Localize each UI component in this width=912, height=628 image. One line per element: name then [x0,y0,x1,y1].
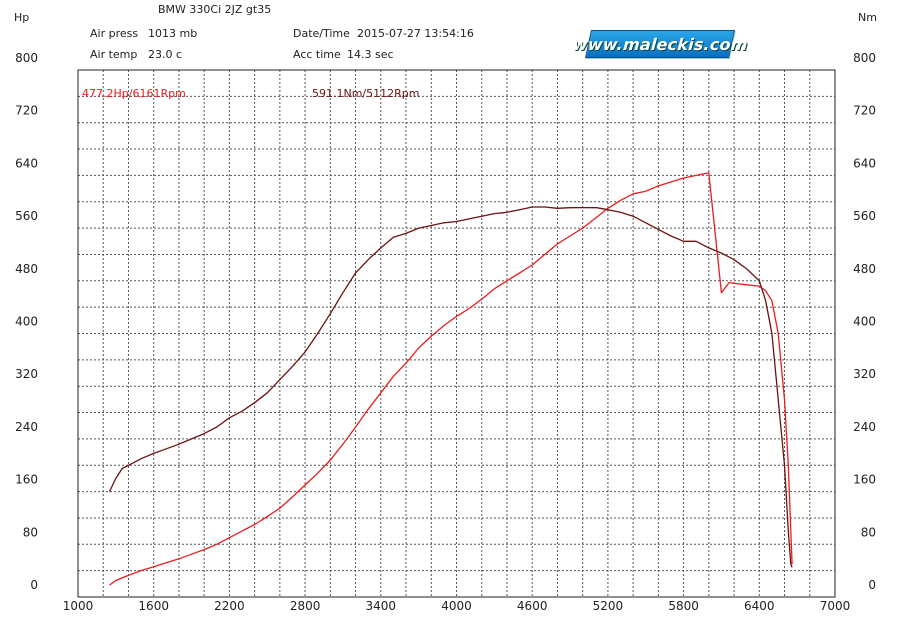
x-tick-label: 2200 [214,599,245,613]
peak-power-label: 477.2Hp/6161Rpm [82,87,186,100]
y-tick-label-right: 240 [853,420,876,434]
air-temp-value: 23.0 c [148,48,182,61]
y-tick-label-left: 320 [15,367,38,381]
torque-curve [108,206,793,568]
brand-logo: www.maleckis.com [572,30,748,58]
y-tick-label-right: 480 [853,262,876,276]
y-tick-label-left: 720 [15,104,38,118]
y-tick-label-right: 400 [853,315,876,329]
brand-text: www.maleckis.com [571,34,749,54]
datetime-value: 2015-07-27 13:54:16 [357,27,474,40]
y-tick-label-left: 160 [15,473,38,487]
x-axis-ticks: 1000 1600 2200 2800 3400 4000 4600 5200 5800 6400… [63,599,851,613]
y-tick-label-right: 720 [853,104,876,118]
y-tick-label-right: 160 [853,473,876,487]
x-tick-label: 1000 [63,599,94,613]
plot-frame [77,69,836,598]
power-curve [109,172,793,586]
x-tick-label: 3400 [366,599,397,613]
car-title: BMW 330Ci 2JZ gt35 [158,3,271,16]
x-tick-label: 1600 [138,599,169,613]
y-tick-label-left: 80 [23,525,38,539]
x-tick-label: 6400 [744,599,775,613]
series-layer [108,172,793,586]
y-tick-label-right: 800 [853,51,876,65]
y-tick-label-left: 480 [15,262,38,276]
y-tick-label-right: 640 [853,156,876,170]
y-axis-left-ticks: 0 80 160 240 320 400 480 560 640 720 800 [15,51,38,592]
y-tick-label-right: 80 [861,525,876,539]
air-press-value: 1013 mb [148,27,197,40]
y-tick-label-left: 0 [30,578,38,592]
nm-unit-label: Nm [858,11,877,24]
datetime-label: Date/Time [293,27,350,40]
y-tick-label-left: 640 [15,156,38,170]
x-tick-label: 5800 [668,599,699,613]
peak-torque-label: 591.1Nm/5112Rpm [312,87,419,100]
y-tick-label-left: 560 [15,209,38,223]
y-tick-label-right: 320 [853,367,876,381]
acc-time-label: Acc time [293,48,341,61]
y-tick-label-left: 800 [15,51,38,65]
air-temp-label: Air temp [90,48,137,61]
y-axis-right-ticks: 0 80 160 240 320 400 480 560 640 720 800 [853,51,876,592]
x-tick-label: 5200 [593,599,624,613]
y-tick-label-left: 240 [15,420,38,434]
y-tick-label-left: 400 [15,315,38,329]
acc-time-value: 14.3 sec [347,48,394,61]
y-tick-label-right: 560 [853,209,876,223]
y-tick-label-right: 0 [868,578,876,592]
x-tick-label: 7000 [820,599,851,613]
air-press-label: Air press [90,27,138,40]
hp-unit-label: Hp [14,11,29,24]
x-tick-label: 2800 [290,599,321,613]
x-tick-label: 4600 [517,599,548,613]
x-tick-label: 4000 [441,599,472,613]
grid [78,70,835,597]
